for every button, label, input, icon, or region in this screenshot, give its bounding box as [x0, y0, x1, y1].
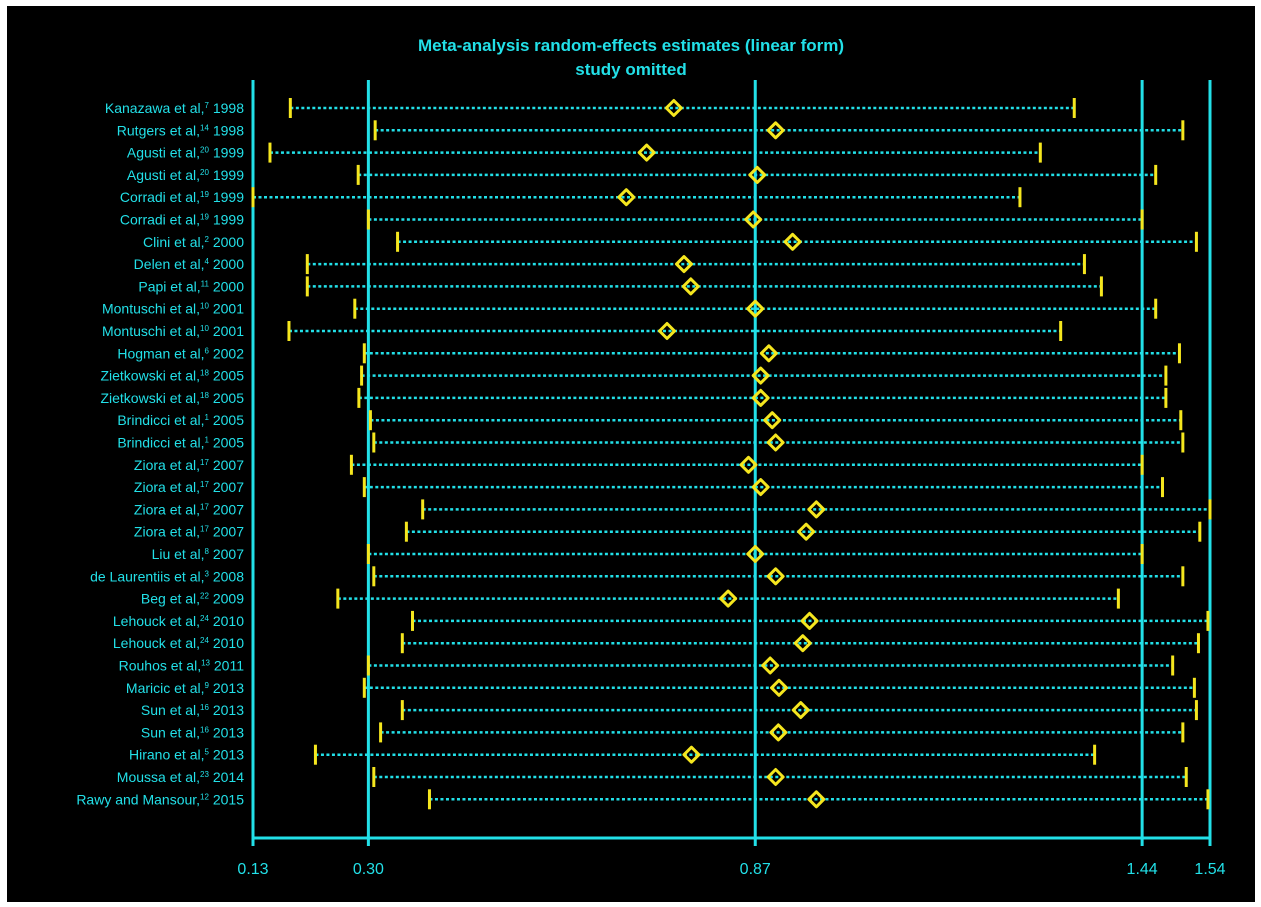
point-estimate-21 [766, 567, 785, 586]
point-estimate-23 [800, 611, 819, 630]
study-label-7: Delen et al,4 2000 [134, 256, 245, 272]
chart-subtitle: study omitted [575, 60, 686, 79]
point-estimate-22 [719, 589, 738, 608]
study-label-8: Papi et al,11 2000 [138, 278, 244, 294]
point-estimate-8 [681, 277, 700, 296]
point-estimate-0 [664, 99, 683, 117]
study-label-22: Beg et al,22 2009 [141, 591, 244, 607]
point-estimate-17 [751, 478, 770, 497]
point-estimate-1 [766, 121, 785, 140]
study-label-31: Rawy and Mansour,12 2015 [76, 791, 244, 807]
study-label-19: Ziora et al,17 2007 [134, 524, 244, 540]
study-label-27: Sun et al,16 2013 [141, 702, 244, 718]
study-label-1: Rutgers et al,14 1998 [117, 122, 244, 138]
study-label-28: Sun et al,16 2013 [141, 724, 244, 740]
point-estimate-16 [739, 455, 758, 474]
study-label-6: Clini et al,2 2000 [143, 234, 244, 250]
study-label-15: Brindicci et al,1 2005 [117, 435, 244, 451]
study-label-14: Brindicci et al,1 2005 [117, 412, 244, 428]
study-label-25: Rouhos et al,13 2011 [119, 658, 245, 674]
point-estimate-13 [751, 388, 770, 407]
study-label-24: Lehouck et al,24 2010 [113, 635, 244, 651]
point-estimate-24 [793, 634, 812, 653]
point-estimate-11 [759, 344, 778, 363]
study-label-12: Zietkowski et al,18 2005 [100, 368, 244, 384]
study-label-29: Hirano et al,5 2013 [129, 747, 244, 763]
study-label-21: de Laurentiis et al,3 2008 [90, 568, 244, 584]
x-tick-label-3: 1.44 [1127, 861, 1158, 878]
study-label-4: Corradi et al,19 1999 [120, 189, 244, 205]
x-tick-label-4: 1.54 [1194, 861, 1225, 878]
point-estimate-19 [797, 522, 816, 541]
study-label-10: Montuschi et al,10 2001 [102, 323, 244, 339]
study-label-3: Agusti et al,20 1999 [127, 167, 244, 183]
point-estimate-4 [617, 188, 636, 207]
point-estimate-9 [746, 299, 765, 318]
study-label-18: Ziora et al,17 2007 [134, 501, 244, 517]
point-estimate-30 [766, 768, 785, 786]
study-label-23: Lehouck et al,24 2010 [113, 613, 244, 629]
point-estimate-10 [658, 322, 677, 340]
point-estimate-14 [763, 411, 782, 430]
point-estimate-31 [807, 790, 826, 809]
point-estimate-27 [791, 701, 810, 720]
study-label-0: Kanazawa et al,7 1998 [105, 100, 244, 116]
study-label-2: Agusti et al,20 1999 [127, 145, 244, 161]
point-estimate-3 [748, 165, 767, 184]
study-label-26: Maricic et al,9 2013 [126, 680, 244, 696]
point-estimate-6 [783, 232, 802, 251]
x-tick-label-0: 0.13 [237, 861, 268, 878]
plot-background [7, 6, 1255, 902]
point-estimate-12 [751, 366, 770, 385]
point-estimate-29 [682, 745, 701, 764]
point-estimate-25 [761, 656, 780, 675]
point-estimate-18 [807, 500, 826, 519]
x-tick-label-2: 0.87 [740, 861, 771, 878]
point-estimate-26 [770, 678, 789, 697]
point-estimate-20 [746, 545, 765, 563]
study-label-16: Ziora et al,17 2007 [134, 457, 244, 473]
study-label-30: Moussa et al,23 2014 [117, 769, 244, 785]
point-estimate-2 [637, 143, 656, 162]
point-estimate-28 [769, 723, 788, 742]
point-estimate-7 [674, 255, 693, 274]
study-label-11: Hogman et al,6 2002 [117, 345, 244, 361]
study-label-9: Montuschi et al,10 2001 [102, 301, 244, 317]
study-label-13: Zietkowski et al,18 2005 [100, 390, 244, 406]
x-tick-label-1: 0.30 [353, 861, 384, 878]
chart-title: Meta-analysis random-effects estimates (… [418, 36, 844, 55]
point-estimate-15 [766, 433, 785, 452]
study-label-20: Liu et al,8 2007 [152, 546, 245, 562]
study-label-17: Ziora et al,17 2007 [134, 479, 244, 495]
study-label-5: Corradi et al,19 1999 [120, 212, 244, 228]
point-estimate-5 [744, 210, 763, 229]
